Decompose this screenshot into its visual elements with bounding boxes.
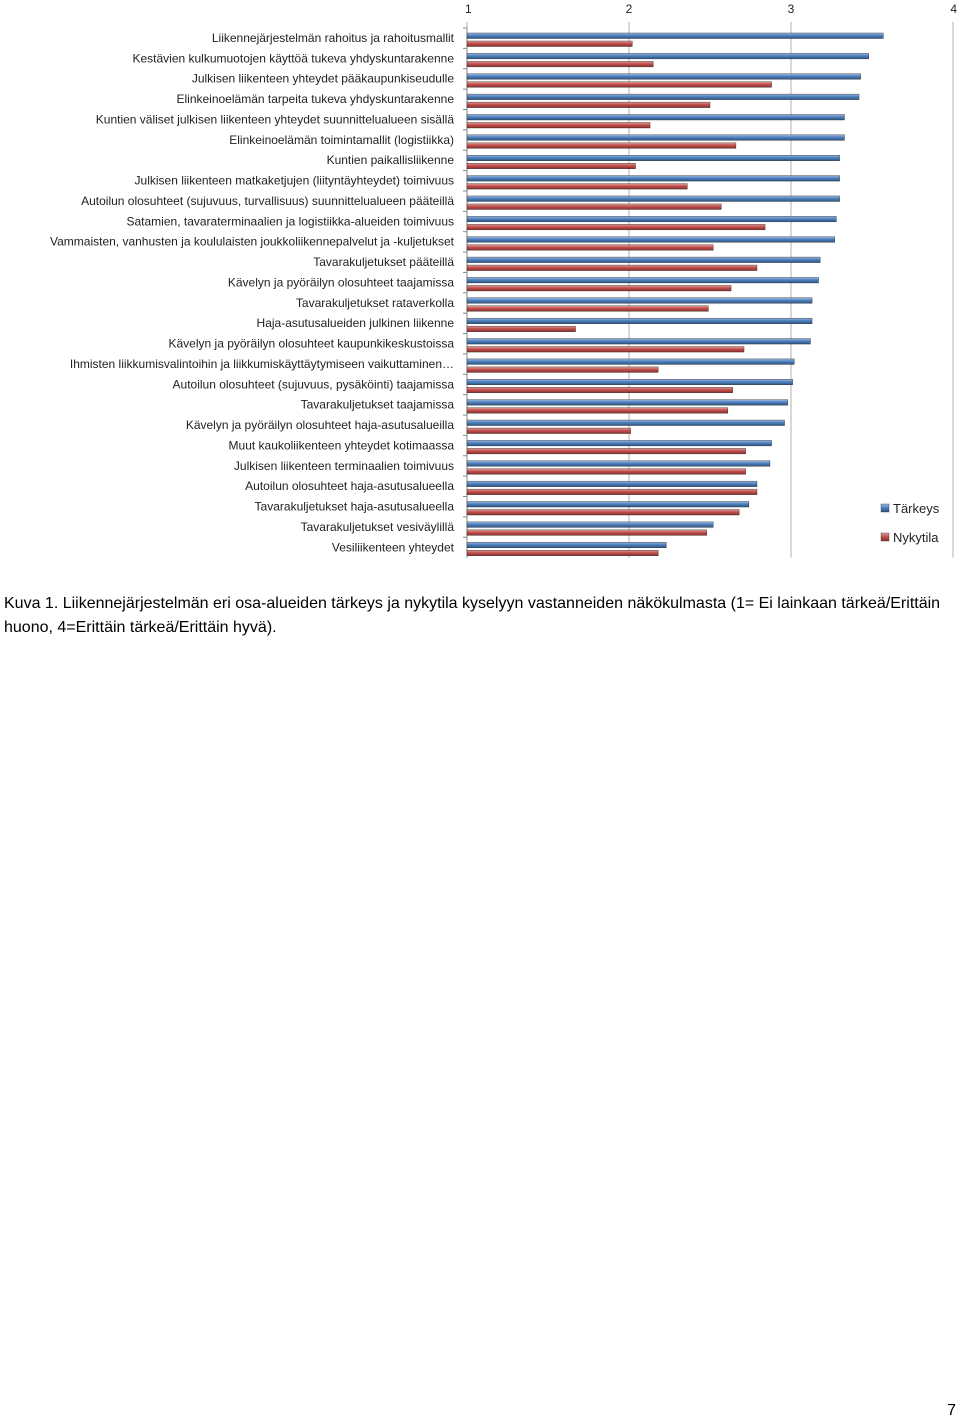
bar-nykytila <box>466 81 772 88</box>
legend: Tärkeys Nykytila <box>880 501 940 545</box>
category-label: Julkisen liikenteen terminaalien toimivu… <box>234 459 454 473</box>
category-label: Kuntien väliset julkisen liikenteen yhte… <box>96 112 455 126</box>
bar-nykytila <box>466 407 729 414</box>
category-label: Julkisen liikenteen matkaketjujen (liity… <box>135 174 454 188</box>
legend-swatch <box>880 532 890 542</box>
bar-nykytila <box>466 305 709 312</box>
bar-nykytila <box>466 468 746 475</box>
bar-tarkeys <box>466 317 813 324</box>
bar-tarkeys <box>466 460 771 467</box>
category-label: Kävelyn ja pyöräilyn olosuhteet haja-asu… <box>186 418 454 432</box>
bar-nykytila <box>466 387 733 393</box>
category-label: Kuntien paikallisliikenne <box>327 153 455 167</box>
bar-tarkeys <box>466 155 840 161</box>
category-label: Kävelyn ja pyöräilyn olosuhteet kaupunki… <box>169 337 455 351</box>
bar-tarkeys <box>466 114 845 121</box>
bar-nykytila <box>466 509 740 516</box>
bar-nykytila <box>466 122 651 129</box>
x-tick-label: 3 <box>788 2 795 16</box>
category-label: Elinkeinoelämän tarpeita tukeva yhdyskun… <box>176 92 454 106</box>
bar-nykytila <box>466 285 732 292</box>
category-label: Tavarakuljetukset taajamissa <box>301 398 455 412</box>
category-label: Vesiliikenteen yhteydet <box>332 540 455 554</box>
bar-tarkeys <box>466 542 667 548</box>
bar-tarkeys <box>466 419 785 426</box>
category-label: Satamien, tavaraterminaalien ja logistii… <box>127 214 455 228</box>
bar-tarkeys <box>466 338 811 345</box>
bar-tarkeys <box>466 175 840 182</box>
category-label: Tavarakuljetukset rataverkolla <box>296 296 454 310</box>
bar-tarkeys <box>466 440 772 447</box>
bar-tarkeys <box>466 53 869 60</box>
bar-nykytila <box>466 346 745 353</box>
bar-tarkeys <box>466 521 714 528</box>
bar-nykytila <box>466 427 631 434</box>
bar-nykytila <box>466 101 711 108</box>
x-tick-label: 4 <box>950 2 957 16</box>
category-labels: Liikennejärjestelmän rahoitus ja rahoitu… <box>50 31 455 554</box>
bar-nykytila <box>466 366 659 373</box>
bar-tarkeys <box>466 32 884 39</box>
category-label: Tavarakuljetukset vesiväylillä <box>301 520 455 534</box>
category-label: Tavarakuljetukset pääteillä <box>313 255 454 269</box>
category-label: Kestävien kulkumuotojen käyttöä tukeva y… <box>132 51 454 65</box>
legend-label: Nykytila <box>893 530 939 545</box>
x-tick-label: 1 <box>465 2 472 16</box>
x-axis-ticks: 1 2 3 4 <box>465 2 957 16</box>
category-label: Ihmisten liikkumisvalintoihin ja liikkum… <box>70 357 454 371</box>
category-label: Kävelyn ja pyöräilyn olosuhteet taajamis… <box>228 275 454 289</box>
category-label: Muut kaukoliikenteen yhteydet kotimaassa <box>229 438 455 452</box>
bar-tarkeys <box>466 256 821 263</box>
bar-tarkeys <box>466 379 793 385</box>
x-tick-label: 2 <box>626 2 633 16</box>
bar-tarkeys <box>466 277 819 284</box>
bar-nykytila <box>466 163 636 169</box>
bar-nykytila <box>466 325 576 332</box>
category-label: Autoilun olosuhteet (sujuvuus, turvallis… <box>81 194 454 208</box>
bars <box>466 32 884 556</box>
category-label: Julkisen liikenteen yhteydet pääkaupunki… <box>192 72 455 86</box>
bar-nykytila <box>466 61 654 68</box>
bar-nykytila <box>466 203 722 210</box>
figure-caption: Kuva 1. Liikennejärjestelmän eri osa-alu… <box>4 595 941 636</box>
page-number: 7 <box>947 1402 956 1419</box>
category-label: Autoilun olosuhteet haja-asutusalueella <box>245 479 454 493</box>
bar-nykytila <box>466 448 746 455</box>
legend-label: Tärkeys <box>893 501 940 516</box>
bar-tarkeys <box>466 73 861 80</box>
bar-nykytila <box>466 488 758 495</box>
bar-tarkeys <box>466 216 837 223</box>
bar-nykytila <box>466 40 633 47</box>
bar-nykytila <box>466 183 688 190</box>
category-label: Liikennejärjestelmän rahoitus ja rahoitu… <box>212 31 455 45</box>
category-label: Vammaisten, vanhusten ja koululaisten jo… <box>50 235 455 249</box>
bar-nykytila <box>466 550 659 556</box>
bar-nykytila <box>466 529 707 536</box>
category-label: Elinkeinoelämän toimintamallit (logistii… <box>229 133 454 147</box>
bar-tarkeys <box>466 297 813 304</box>
category-label: Autoilun olosuhteet (sujuvuus, pysäköint… <box>173 377 455 391</box>
legend-swatch <box>880 503 890 513</box>
bar-nykytila <box>466 142 737 149</box>
bar-tarkeys <box>466 195 840 202</box>
bar-tarkeys <box>466 501 750 508</box>
category-label: Tavarakuljetukset haja-asutusalueella <box>255 500 455 514</box>
bar-nykytila <box>466 224 766 231</box>
bar-tarkeys <box>466 93 860 100</box>
bar-tarkeys <box>466 358 795 365</box>
bar-chart: Liikennejärjestelmän rahoitus ja rahoitu… <box>50 2 957 558</box>
bar-nykytila <box>466 244 714 251</box>
bar-tarkeys <box>466 236 835 243</box>
bar-tarkeys <box>466 399 788 406</box>
bar-tarkeys <box>466 134 845 141</box>
category-label: Haja-asutusalueiden julkinen liikenne <box>257 316 455 330</box>
bar-nykytila <box>466 264 758 271</box>
bar-tarkeys <box>466 480 758 487</box>
